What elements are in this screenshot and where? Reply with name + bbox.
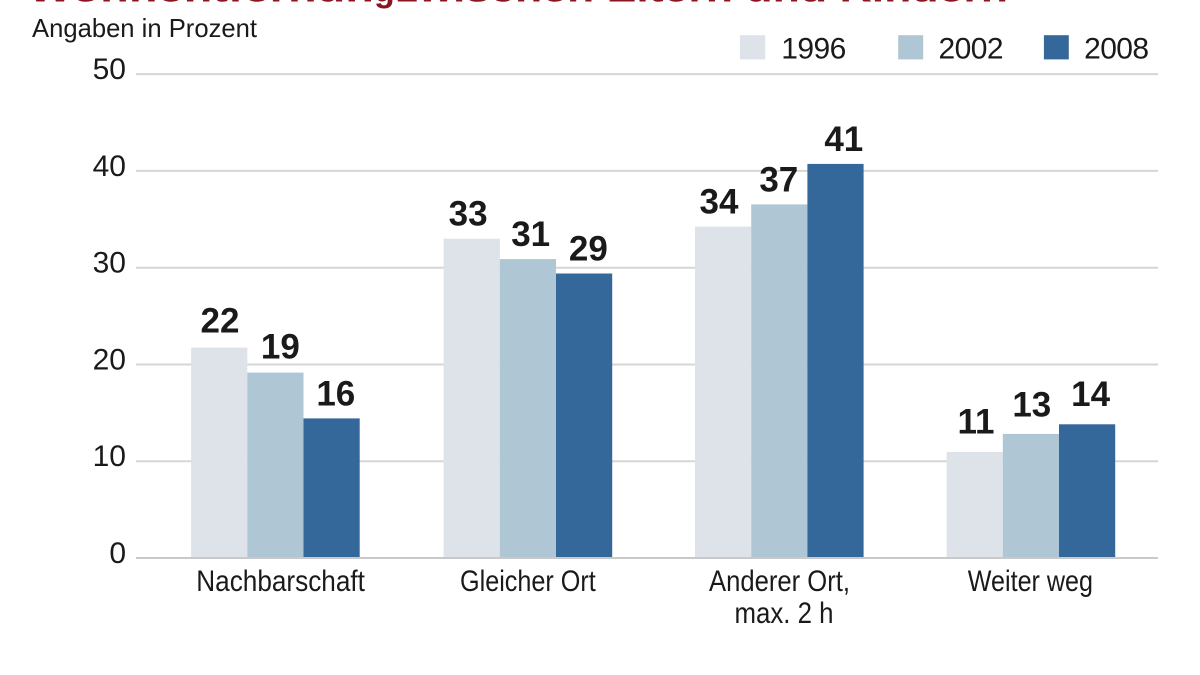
svg-text:g: g [374,0,395,10]
svg-text:zwischen Eltern und Kindern: zwischen Eltern und Kindern [396,0,1008,10]
svg-text:2002: 2002 [939,33,1004,66]
svg-text:14: 14 [1071,375,1110,414]
svg-text:41: 41 [824,120,863,159]
svg-text:34: 34 [700,183,739,222]
svg-text:11: 11 [958,403,995,442]
svg-text:1996: 1996 [781,33,846,66]
svg-text:max. 2 h: max. 2 h [735,597,834,630]
svg-text:Angaben in Prozent: Angaben in Prozent [32,13,258,43]
svg-text:19: 19 [261,328,300,367]
svg-text:30: 30 [93,247,126,280]
svg-text:29: 29 [569,230,608,269]
svg-text:Anderer Ort,: Anderer Ort, [709,565,850,598]
svg-text:16: 16 [316,374,355,413]
svg-text:40: 40 [93,150,126,183]
svg-text:33: 33 [449,195,488,234]
svg-text:37: 37 [759,160,798,199]
svg-text:0: 0 [109,537,126,570]
svg-text:Weiter weg: Weiter weg [968,565,1093,598]
svg-text:Nachbarschaft: Nachbarschaft [196,565,365,598]
svg-text:22: 22 [201,302,240,341]
svg-text:Wohnentfernun: Wohnentfernun [28,0,374,10]
svg-text:20: 20 [93,344,126,377]
svg-text:2008: 2008 [1084,33,1149,66]
svg-text:10: 10 [93,440,126,473]
svg-text:Gleicher Ort: Gleicher Ort [460,565,596,598]
svg-text:31: 31 [511,215,550,254]
svg-text:50: 50 [93,53,126,86]
svg-text:13: 13 [1012,386,1051,425]
